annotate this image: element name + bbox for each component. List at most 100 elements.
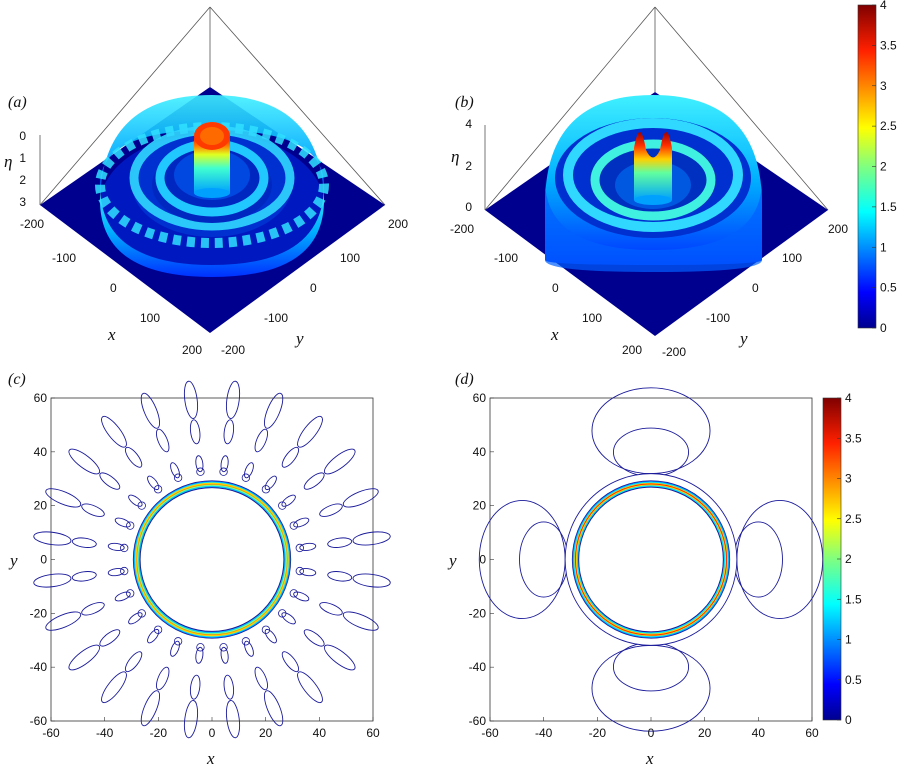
contour-cell	[244, 462, 254, 479]
xtick-label: -40	[96, 726, 114, 740]
xtick-label: -20	[589, 726, 607, 740]
xtick-b-3: 100	[582, 311, 602, 325]
contour-cell	[281, 494, 296, 507]
contour-cell	[299, 542, 317, 551]
colorbar-tick-label: 2.5	[880, 119, 897, 133]
colorbar-tick-label: 1.5	[880, 200, 897, 214]
ytick-a-4: 200	[388, 217, 408, 231]
contour-cell	[101, 671, 127, 704]
yaxis-b: -200 -100 0 100 200 y	[662, 222, 848, 359]
ytick-label: -40	[469, 660, 487, 674]
colorbar-tick-label: 3.5	[880, 38, 897, 52]
contour-cell	[156, 428, 170, 453]
contour-cell	[101, 415, 127, 448]
contour-cell	[254, 428, 268, 453]
contour-cell	[319, 503, 343, 517]
contour-cell	[303, 472, 325, 490]
colorbar-tick-label: 2	[880, 160, 887, 174]
contour-cell	[183, 700, 199, 739]
panel-label-a: (a)	[8, 94, 27, 111]
xtick-b-2: 0	[552, 281, 559, 295]
contour-cell	[263, 690, 284, 727]
ylabel-b: y	[738, 329, 748, 348]
colorbar-tick-label: 3.5	[845, 431, 862, 445]
zlabel-b: η	[451, 147, 459, 166]
colorbar-bottom: 0 0.5 1 1.5 2 2.5 3 3.5 4	[822, 391, 862, 727]
contour-cell	[323, 644, 356, 671]
contour-ring	[138, 485, 286, 634]
contour-cell	[153, 485, 163, 494]
ylabel-c: y	[8, 551, 18, 570]
contour-d	[478, 387, 824, 732]
ytick-b-1: -100	[706, 311, 730, 325]
colorbar-tick-label: 1	[880, 240, 887, 254]
contour-cell	[71, 571, 97, 582]
contour-cell	[137, 609, 146, 618]
xtick-label: 40	[313, 726, 327, 740]
contour-cell	[281, 612, 296, 625]
panel-label-b: (b)	[455, 94, 474, 111]
contour-cell	[189, 419, 201, 445]
contour-cell	[107, 542, 125, 551]
xlabel-a: x	[107, 325, 116, 344]
ytick-label: -60	[469, 714, 487, 728]
contour-cell	[289, 521, 298, 530]
contour-cell	[81, 503, 105, 517]
ztick-b-2: 4	[465, 117, 472, 131]
contour-cell	[173, 473, 183, 482]
xtick-b-0: -200	[450, 222, 474, 236]
contour-cell	[281, 446, 300, 468]
contour-cell	[264, 628, 277, 644]
ytick-b-4: 200	[828, 222, 848, 236]
contour-cell	[196, 643, 205, 652]
contour-cell	[137, 501, 146, 510]
xtick-a-3: 100	[140, 311, 160, 325]
xaxis-b: -200 -100 0 100 200 x	[450, 222, 642, 357]
contour-ring	[133, 481, 291, 638]
contour-cell	[263, 392, 284, 429]
ytick-a-1: -100	[264, 311, 288, 325]
ytick-label: 0	[40, 553, 47, 567]
ytick-b-2: 0	[752, 281, 759, 295]
contour-cell	[323, 448, 356, 475]
contour-cell	[244, 640, 254, 657]
contour-cell	[45, 611, 82, 631]
contour-cell	[45, 488, 82, 508]
xlabel-d: x	[645, 749, 654, 766]
contour-cell	[195, 455, 204, 473]
contour-cell	[153, 625, 163, 634]
contour-cell	[170, 462, 180, 479]
ytick-label: -60	[30, 714, 48, 728]
colorbar-tick-label: 0.5	[880, 281, 897, 295]
xtick-label: -40	[535, 726, 553, 740]
contour-ring	[564, 473, 738, 646]
contour-cell	[220, 646, 229, 664]
xtick-label: 0	[209, 726, 216, 740]
ztick-b-0: 0	[465, 200, 472, 214]
colorbar-tick-label: 0	[845, 713, 852, 727]
surface-b	[545, 95, 762, 272]
axes-box-a	[39, 6, 386, 206]
contour-cell	[261, 625, 271, 634]
contour-cell	[114, 517, 131, 528]
surface-a	[95, 95, 329, 277]
xtick-b-4: 200	[622, 343, 642, 357]
xaxis-a: -200 -100 0 100 200 x	[20, 217, 202, 357]
contour-cell	[68, 448, 101, 475]
ytick-label: 60	[34, 391, 48, 405]
contour-cell	[352, 531, 391, 546]
ztick-a-1: 1	[19, 151, 26, 165]
ytick-label: 40	[473, 445, 487, 459]
contour-cell	[128, 494, 143, 507]
contour-cell	[120, 566, 129, 576]
axes-c: -60 -40 -20 0 20 40 60 -60 -40 -20 0 20 40 60	[30, 391, 380, 740]
contour-c	[33, 380, 391, 739]
contour-cell	[195, 646, 204, 664]
colorbar-tick-label: 1	[845, 633, 852, 647]
contour-cell	[220, 455, 229, 473]
contour-cell	[196, 467, 205, 476]
ytick-label: 60	[473, 391, 487, 405]
contour-ring	[576, 485, 726, 634]
contour-cell	[281, 651, 300, 673]
ytick-label: 20	[34, 499, 48, 513]
